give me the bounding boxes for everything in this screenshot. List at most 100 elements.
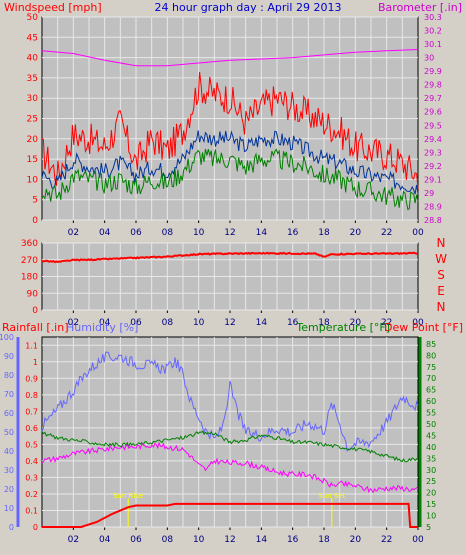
series-line-temperature (41, 430, 419, 463)
right-tick-label: 29.5 (424, 121, 442, 130)
x-tick-label: 02 (68, 228, 79, 238)
x-tick-label: 04 (99, 318, 111, 328)
x-tick-label: 22 (381, 228, 392, 238)
x-tick-label: 06 (130, 228, 142, 238)
rain-tick-label: 0.5 (25, 440, 38, 449)
rain-tick-label: 0.2 (25, 490, 38, 499)
x-tick-label: 08 (162, 318, 174, 328)
rain-tick-label: 0 (33, 523, 38, 532)
x-tick-label: 00 (412, 535, 424, 545)
humidity-tick-label: 50 (4, 428, 14, 437)
rain-tick-label: 0.3 (25, 473, 38, 482)
wind-axis-title: Windspeed [mph] (4, 1, 102, 14)
x-tick-label: 02 (68, 535, 79, 545)
rain-axis-title: Rainfall [.in] (2, 321, 69, 334)
temperature-tick-label: 35 (426, 454, 436, 463)
rain-tick-label: 0.9 (25, 374, 38, 383)
temperature-axis-title: Temperature [°F] (295, 321, 390, 334)
humidity-tick-label: 40 (4, 447, 14, 456)
series-line-average (41, 130, 419, 195)
humidity-axis-title: Humidity [%] (66, 321, 138, 334)
x-tick-label: 16 (287, 318, 299, 328)
right-tick-label: 29.2 (424, 162, 442, 171)
x-tick-label: 14 (256, 535, 268, 545)
temperature-tick-label: 30 (426, 466, 436, 475)
right-tick-label: 29.6 (424, 108, 442, 117)
x-tick-label: 00 (412, 228, 424, 238)
x-tick-label: 20 (350, 535, 362, 545)
x-tick-label: 10 (193, 535, 205, 545)
temperature-tick-label: 20 (426, 489, 436, 498)
series-line-wind (41, 148, 419, 211)
x-tick-label: 04 (99, 228, 111, 238)
right-tick-label: 30.3 (424, 13, 442, 22)
chart-title: 24 hour graph day : April 29 2013 (155, 1, 342, 14)
right-tick-label: 30.2 (424, 27, 442, 36)
compass-label: W (435, 252, 447, 266)
humidity-tick-label: 80 (4, 371, 14, 380)
x-tick-label: 08 (162, 228, 174, 238)
series-line-dew-point (41, 441, 419, 494)
right-tick-label: 29.1 (424, 175, 442, 184)
x-tick-label: 06 (130, 535, 142, 545)
humidity-tick-label: 0 (9, 523, 14, 532)
temperature-tick-label: 45 (426, 431, 436, 440)
temperature-tick-label: 15 (426, 500, 436, 509)
left-tick-label: 50 (27, 13, 39, 23)
rain-tick-label: 0.7 (25, 407, 38, 416)
rain-tick-label: 1.1 (25, 341, 38, 350)
sun-marker-label: Sun Rise (113, 492, 143, 500)
x-tick-label: 06 (130, 318, 142, 328)
right-tick-label: 30.1 (424, 40, 442, 49)
x-tick-label: 22 (381, 535, 392, 545)
x-tick-label: 12 (224, 228, 235, 238)
compass-label: E (437, 284, 445, 298)
x-tick-label: 10 (193, 228, 205, 238)
right-tick-label: 29.3 (424, 148, 442, 157)
x-tick-label: 08 (162, 535, 174, 545)
left-tick-label: 20 (27, 135, 39, 145)
x-tick-label: 20 (350, 318, 362, 328)
direction-tick-label: 0 (32, 306, 38, 316)
temperature-tick-label: 40 (426, 443, 436, 452)
humidity-tick-label: 100 (0, 333, 14, 342)
left-tick-label: 30 (27, 94, 39, 104)
x-tick-label: 04 (99, 535, 111, 545)
x-tick-label: 18 (318, 318, 330, 328)
right-tick-label: 29.8 (424, 81, 442, 90)
temperature-tick-label: 80 (426, 351, 436, 360)
x-tick-label: 18 (318, 228, 330, 238)
compass-label: N (437, 300, 446, 314)
series-line-rainfall (42, 502, 418, 528)
temperature-tick-label: 55 (426, 409, 436, 418)
humidity-tick-label: 30 (4, 466, 14, 475)
temperature-tick-label: 25 (426, 477, 436, 486)
direction-tick-label: 90 (27, 289, 39, 299)
x-tick-label: 12 (224, 318, 235, 328)
right-tick-label: 29.7 (424, 94, 442, 103)
left-tick-label: 10 (27, 175, 39, 185)
humidity-tick-label: 70 (4, 390, 14, 399)
x-tick-label: 10 (193, 318, 205, 328)
rain-tick-label: 0.8 (25, 391, 38, 400)
x-tick-label: 18 (318, 535, 330, 545)
humidity-tick-label: 10 (4, 504, 14, 513)
right-tick-label: 28.9 (424, 202, 442, 211)
direction-tick-label: 270 (21, 256, 38, 266)
right-tick-label: 29.4 (424, 135, 442, 144)
x-tick-label: 12 (224, 535, 235, 545)
x-tick-label: 00 (412, 318, 424, 328)
dewpoint-axis-title: Dew Point [°F] (384, 321, 463, 334)
barometer-axis-title: Barometer [.in] (378, 1, 462, 14)
humidity-tick-label: 60 (4, 409, 14, 418)
right-tick-label: 29 (424, 189, 434, 198)
x-tick-label: 16 (287, 228, 299, 238)
left-tick-label: 40 (27, 54, 39, 64)
rain-tick-label: 1 (33, 358, 38, 367)
temperature-tick-label: 85 (426, 340, 436, 349)
temperature-tick-label: 10 (426, 512, 436, 521)
rain-tick-label: 0.1 (25, 506, 38, 515)
direction-tick-label: 360 (21, 239, 38, 249)
